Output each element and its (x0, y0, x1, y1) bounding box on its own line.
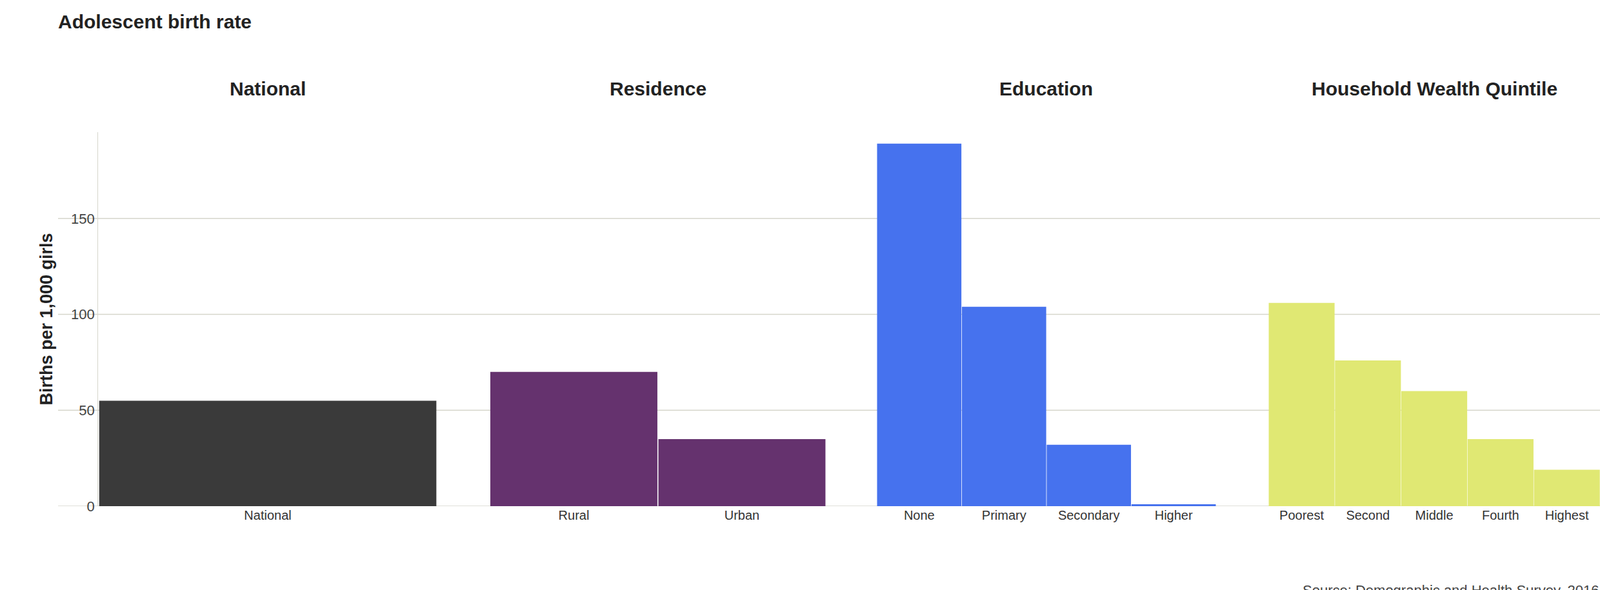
svg-text:None: None (903, 508, 935, 523)
svg-text:Poorest: Poorest (1279, 508, 1324, 523)
svg-text:Rural: Rural (558, 508, 590, 523)
svg-text:Highest: Highest (1545, 508, 1590, 523)
svg-text:Higher: Higher (1154, 508, 1193, 523)
svg-text:50: 50 (78, 402, 95, 419)
svg-text:Primary: Primary (981, 508, 1027, 523)
svg-text:Fourth: Fourth (1481, 508, 1520, 523)
svg-text:Second: Second (1345, 508, 1390, 523)
svg-text:Household Wealth Quintile: Household Wealth Quintile (1311, 78, 1558, 100)
svg-text:Secondary: Secondary (1058, 508, 1120, 523)
svg-text:National: National (243, 508, 291, 523)
svg-text:Adolescent birth rate: Adolescent birth rate (58, 10, 252, 33)
svg-text:National: National (229, 78, 306, 100)
svg-text:Urban: Urban (724, 508, 760, 523)
svg-text:150: 150 (70, 210, 95, 228)
svg-text:Education: Education (999, 78, 1093, 100)
svg-text:Source: Demographic and Health: Source: Demographic and Health Survey, 2… (1302, 582, 1599, 590)
svg-text:0: 0 (86, 498, 95, 515)
svg-text:100: 100 (70, 306, 95, 323)
svg-text:Residence: Residence (609, 78, 707, 100)
svg-text:Births per 1,000 girls: Births per 1,000 girls (36, 232, 57, 406)
svg-text:Middle: Middle (1415, 508, 1454, 523)
